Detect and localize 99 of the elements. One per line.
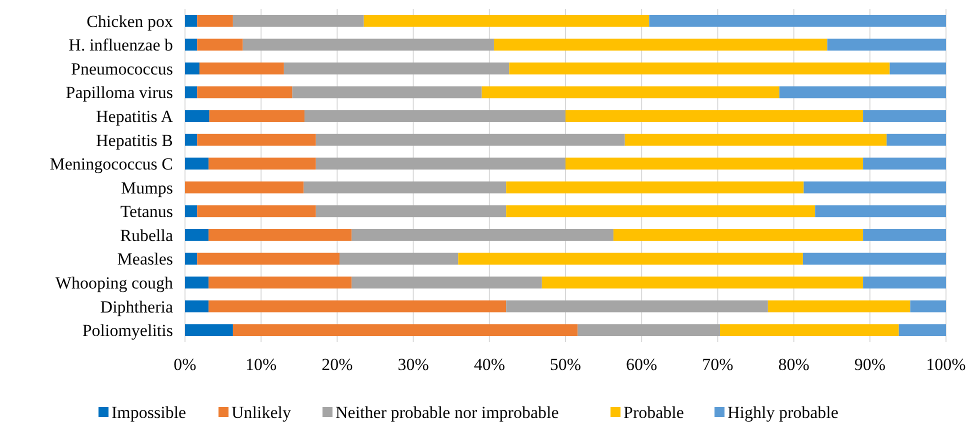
bar xyxy=(352,229,614,241)
bar xyxy=(304,110,566,122)
bar xyxy=(566,158,864,170)
bar xyxy=(232,324,578,336)
y-tick-label: Chicken pox xyxy=(86,12,174,31)
bar xyxy=(208,300,506,312)
bar xyxy=(185,252,198,265)
y-tick-label: Hepatitis B xyxy=(96,130,173,150)
x-tick-label: 80% xyxy=(778,355,810,374)
y-tick-label: Tetanus xyxy=(120,202,173,222)
bar xyxy=(352,276,542,288)
bar xyxy=(242,38,494,51)
x-tick-label: 90% xyxy=(854,355,886,374)
bar xyxy=(304,181,506,194)
bar xyxy=(185,205,198,218)
bar xyxy=(863,158,946,170)
bar xyxy=(542,276,864,288)
bar xyxy=(197,38,243,51)
bar xyxy=(185,38,198,51)
y-tick-label: Rubella xyxy=(120,226,174,245)
bar xyxy=(910,300,946,312)
bar xyxy=(208,276,352,288)
legend-label: Impossible xyxy=(112,403,186,422)
bar xyxy=(494,38,828,51)
legend-label: Highly probable xyxy=(728,403,838,422)
bar xyxy=(649,14,946,27)
bar xyxy=(209,110,304,122)
bar xyxy=(316,134,625,146)
bar xyxy=(185,86,198,98)
legend-label: Neither probable nor improbable xyxy=(336,403,559,422)
bar xyxy=(185,134,198,146)
bar xyxy=(779,86,946,98)
bar xyxy=(185,229,209,241)
bar xyxy=(364,14,650,27)
bar xyxy=(863,110,946,122)
x-tick-label: 50% xyxy=(550,355,582,374)
x-tick-label: 40% xyxy=(474,355,505,374)
bar xyxy=(802,252,946,265)
y-tick-label: Papilloma virus xyxy=(66,83,173,102)
y-tick-label: Hepatitis A xyxy=(96,106,174,126)
bar xyxy=(863,229,946,241)
bar xyxy=(815,205,946,218)
x-tick-label: 20% xyxy=(322,355,353,374)
y-tick-label: Meningococcus C xyxy=(50,154,173,174)
bar xyxy=(197,205,316,218)
bar xyxy=(458,252,803,265)
bar xyxy=(624,134,887,146)
bar xyxy=(898,324,946,336)
bar xyxy=(197,252,340,265)
bar xyxy=(804,181,946,194)
bar xyxy=(232,14,364,27)
x-tick-label: 30% xyxy=(398,355,429,374)
bar xyxy=(863,276,946,288)
y-tick-label: Poliomyelitis xyxy=(82,321,173,340)
bar xyxy=(506,205,816,218)
y-tick-label: Whooping cough xyxy=(55,273,174,292)
y-tick-label: H. influenzae b xyxy=(68,36,173,55)
y-tick-label: Measles xyxy=(117,250,173,269)
bar xyxy=(185,181,304,194)
x-tick-label: 70% xyxy=(702,355,734,374)
x-tick-label: 60% xyxy=(626,355,658,374)
bar xyxy=(185,300,209,312)
bar xyxy=(197,86,292,98)
bar xyxy=(339,252,458,265)
bar xyxy=(578,324,720,336)
legend-label: Probable xyxy=(624,403,684,422)
bar xyxy=(199,62,284,74)
bar xyxy=(316,158,566,170)
bar xyxy=(185,324,233,336)
bar xyxy=(208,158,316,170)
bar xyxy=(482,86,780,98)
bar xyxy=(827,38,946,51)
bar xyxy=(509,62,890,74)
bar xyxy=(566,110,864,122)
y-tick-label: Mumps xyxy=(121,178,173,198)
bar xyxy=(890,62,946,74)
x-tick-label: 0% xyxy=(174,355,196,374)
bar xyxy=(506,181,804,194)
bar xyxy=(506,300,768,312)
bar xyxy=(720,324,899,336)
bar xyxy=(292,86,482,98)
bar xyxy=(284,62,510,74)
bar xyxy=(185,62,200,74)
bar xyxy=(185,276,209,288)
bar xyxy=(185,14,198,27)
bar xyxy=(185,158,209,170)
bar xyxy=(197,134,316,146)
y-tick-label: Diphtheria xyxy=(100,297,174,316)
bar xyxy=(185,110,210,122)
x-tick-label: 100% xyxy=(926,355,966,374)
bar xyxy=(886,134,946,146)
bar xyxy=(613,229,864,241)
bar xyxy=(197,14,233,27)
legend-label: Unlikely xyxy=(232,403,292,422)
bar xyxy=(208,229,352,241)
y-tick-label: Pneumococcus xyxy=(71,59,173,78)
bar xyxy=(768,300,910,312)
bar xyxy=(316,205,506,218)
x-tick-label: 10% xyxy=(246,355,277,374)
